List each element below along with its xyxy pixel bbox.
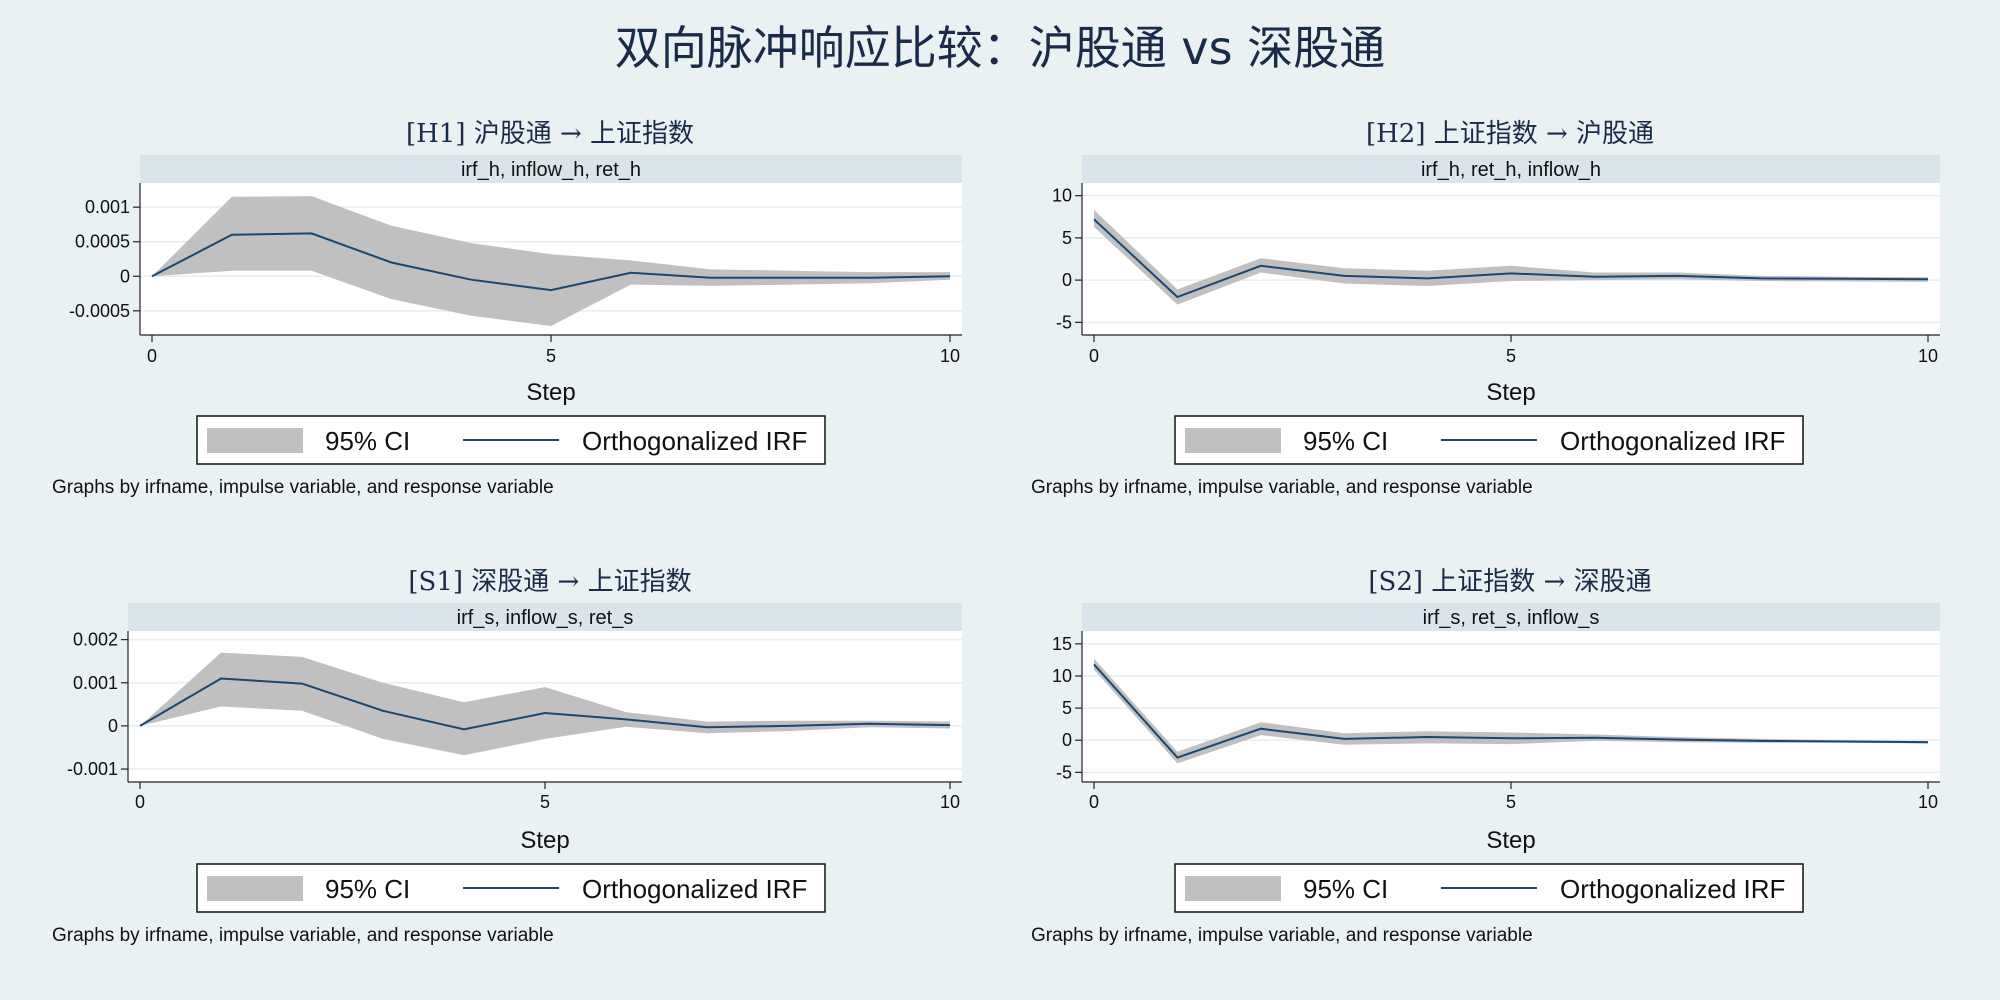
legend: 95% CI Orthogonalized IRF: [1174, 863, 1804, 913]
irf-panel-1: [H1] 沪股通 → 上证指数 irf_h, inflow_h, ret_h -0.…: [52, 119, 962, 498]
x-tick-label: 10: [940, 346, 960, 366]
y-tick-label: -0.0005: [69, 301, 130, 321]
x-tick-label: 5: [546, 346, 556, 366]
y-tick-label: -5: [1056, 312, 1072, 332]
y-tick-label: 5: [1062, 228, 1072, 248]
legend-swatch-ci: [207, 428, 303, 453]
graph-note: Graphs by irfname, impulse variable, and…: [52, 477, 554, 498]
y-tick-label: 0: [108, 716, 118, 736]
x-tick-label: 5: [1506, 792, 1516, 812]
irf-line: [1093, 218, 1929, 299]
page-title: 双向脉冲响应比较：沪股通 vs 深股通: [614, 21, 1386, 75]
strip-label: irf_s, ret_s, inflow_s: [1423, 607, 1600, 629]
strip-header: [140, 155, 962, 183]
strip-label: irf_h, ret_h, inflow_h: [1421, 159, 1601, 181]
x-tick-label: 10: [1918, 792, 1938, 812]
strip-label: irf_s, inflow_s, ret_s: [457, 607, 634, 629]
plot-area: [1082, 183, 1940, 335]
x-tick-label: 5: [1506, 346, 1516, 366]
ci-band: [140, 652, 950, 756]
x-tick-label: 0: [147, 346, 157, 366]
strip-label: irf_h, inflow_h, ret_h: [461, 159, 641, 181]
y-tick-label: 0: [1062, 270, 1072, 290]
legend-label-ci: 95% CI: [1303, 874, 1388, 904]
legend: 95% CI Orthogonalized IRF: [1174, 415, 1804, 465]
legend-label-irf: Orthogonalized IRF: [1560, 874, 1785, 904]
x-tick-label: 0: [1089, 792, 1099, 812]
x-axis-label: Step: [1486, 379, 1535, 406]
legend-swatch-ci: [1185, 428, 1281, 453]
y-tick-label: -0.001: [67, 759, 118, 779]
x-tick-label: 0: [135, 792, 145, 812]
irf-line: [151, 232, 951, 292]
legend-label-irf: Orthogonalized IRF: [582, 426, 807, 456]
legend: 95% CI Orthogonalized IRF: [196, 415, 826, 465]
x-axis-label: Step: [520, 827, 569, 854]
x-tick-label: 10: [940, 792, 960, 812]
x-axis-label: Step: [1486, 827, 1535, 854]
irf-panel-3: [S1] 深股通 → 上证指数 irf_s, inflow_s, ret_s -0.…: [52, 567, 962, 946]
legend-label-ci: 95% CI: [325, 426, 410, 456]
y-tick-label: 0.001: [85, 197, 130, 217]
y-tick-label: 0: [1062, 730, 1072, 750]
ci-band: [1094, 210, 1928, 305]
legend-label-irf: Orthogonalized IRF: [582, 874, 807, 904]
x-tick-label: 0: [1089, 346, 1099, 366]
legend-swatch-ci: [1185, 876, 1281, 901]
graph-note: Graphs by irfname, impulse variable, and…: [52, 925, 554, 946]
legend-label-irf: Orthogonalized IRF: [1560, 426, 1785, 456]
legend: 95% CI Orthogonalized IRF: [196, 863, 826, 913]
y-tick-label: -5: [1056, 762, 1072, 782]
irf-panel-4: [S2] 上证指数 → 深股通 irf_s, ret_s, inflow_s -5 0…: [1031, 567, 1940, 946]
panel-title: [H1] 沪股通 → 上证指数: [406, 119, 694, 149]
y-tick-label: 10: [1052, 666, 1072, 686]
legend-label-ci: 95% CI: [1303, 426, 1388, 456]
y-tick-label: 0: [120, 266, 130, 286]
y-tick-label: 15: [1052, 634, 1072, 654]
irf-line: [139, 677, 951, 731]
x-tick-label: 5: [540, 792, 550, 812]
ci-band: [1094, 658, 1928, 764]
x-axis-label: Step: [526, 379, 575, 406]
irf-panel-2: [H2] 上证指数 → 沪股通 irf_h, ret_h, inflow_h -5 0…: [1031, 119, 1940, 498]
irf-line: [1093, 663, 1929, 759]
y-tick-label: 0.001: [73, 673, 118, 693]
plot-area: [1082, 631, 1940, 782]
y-tick-label: 0.002: [73, 630, 118, 650]
y-tick-label: 5: [1062, 698, 1072, 718]
graph-note: Graphs by irfname, impulse variable, and…: [1031, 925, 1533, 946]
panel-title: [S1] 深股通 → 上证指数: [408, 567, 691, 597]
graph-note: Graphs by irfname, impulse variable, and…: [1031, 477, 1533, 498]
y-tick-label: 0.0005: [75, 232, 130, 252]
y-tick-label: 10: [1052, 186, 1072, 206]
panel-title: [S2] 上证指数 → 深股通: [1368, 567, 1651, 597]
strip-header: [1082, 155, 1940, 183]
strip-header: [1082, 603, 1940, 631]
strip-header: [128, 603, 962, 631]
panel-title: [H2] 上证指数 → 沪股通: [1366, 119, 1654, 149]
legend-label-ci: 95% CI: [325, 874, 410, 904]
legend-swatch-ci: [207, 876, 303, 901]
x-tick-label: 10: [1918, 346, 1938, 366]
ci-band: [152, 196, 950, 326]
